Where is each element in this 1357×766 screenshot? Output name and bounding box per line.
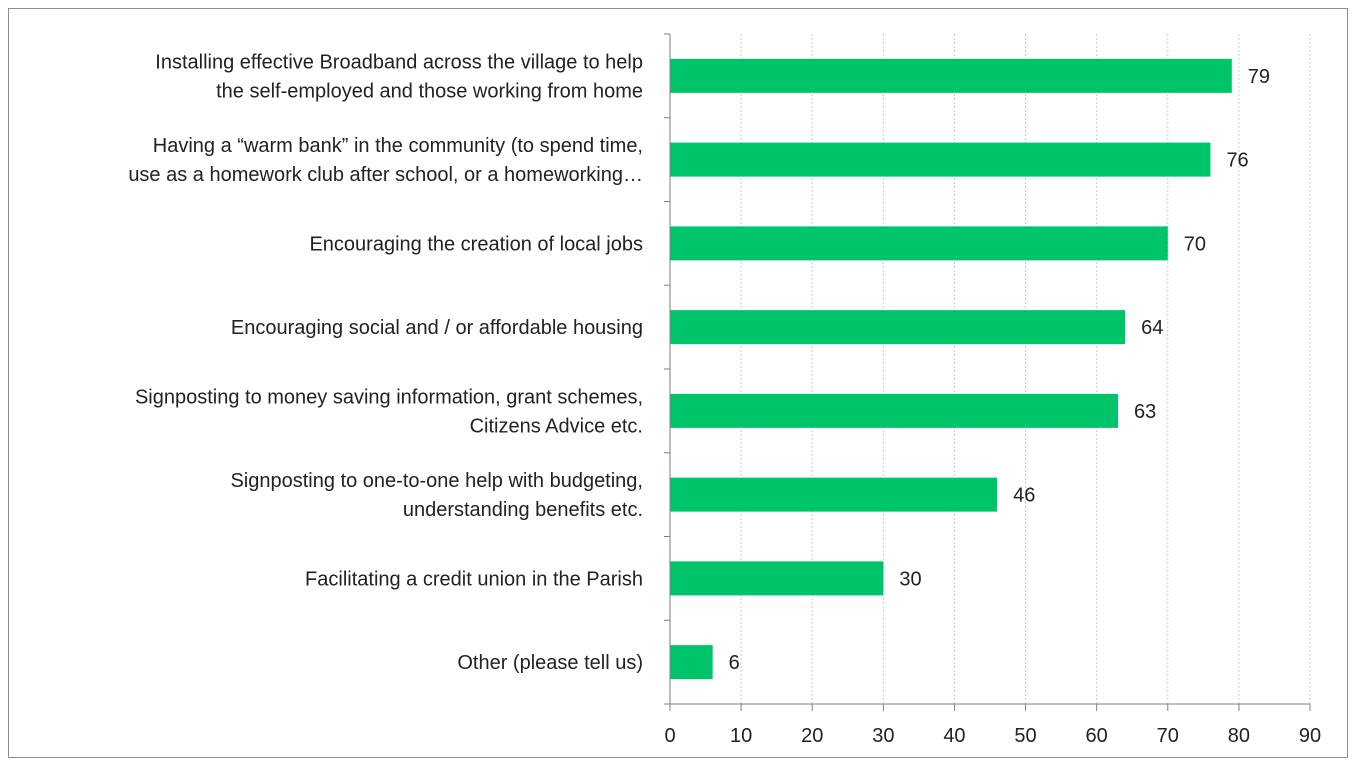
- axes: [664, 33, 1311, 711]
- category-label: Installing effective Broadband across th…: [155, 51, 643, 102]
- x-tick-label: 60: [1086, 725, 1108, 747]
- x-tick-label: 20: [801, 725, 823, 747]
- x-tick-label: 50: [1014, 725, 1036, 747]
- category-label-line: Facilitating a credit union in the Paris…: [305, 568, 643, 590]
- category-label: Facilitating a credit union in the Paris…: [305, 568, 643, 590]
- category-label: Encouraging social and / or affordable h…: [231, 317, 643, 339]
- data-label: 70: [1184, 233, 1206, 255]
- bar: [670, 58, 1232, 93]
- bar: [670, 142, 1211, 177]
- data-label: 6: [729, 652, 740, 674]
- category-label-line: Installing effective Broadband across th…: [155, 51, 643, 73]
- bar: [670, 561, 884, 596]
- category-label-line: Citizens Advice etc.: [470, 415, 643, 437]
- category-label-line: Other (please tell us): [457, 652, 643, 674]
- category-label-line: Signposting to one-to-one help with budg…: [230, 470, 643, 492]
- bar: [670, 310, 1126, 345]
- bar: [670, 477, 998, 512]
- data-label: 63: [1134, 401, 1156, 423]
- category-label-line: Having a “warm bank” in the community (t…: [153, 135, 643, 157]
- category-label-line: Encouraging social and / or affordable h…: [231, 317, 643, 339]
- category-label: Encouraging the creation of local jobs: [309, 233, 643, 255]
- category-label: Signposting to money saving information,…: [135, 386, 643, 437]
- data-label: 64: [1141, 317, 1163, 339]
- x-tick-label: 0: [664, 725, 675, 747]
- category-label-line: Encouraging the creation of local jobs: [309, 233, 643, 255]
- labels: 0 10 20 30 40 50 60 70 80 90 79 Installing effectiv…: [128, 51, 1321, 747]
- category-label: Signposting to one-to-one help with budg…: [230, 470, 643, 521]
- x-tick-label: 40: [943, 725, 965, 747]
- x-tick-label: 90: [1299, 725, 1321, 747]
- x-tick-label: 70: [1157, 725, 1179, 747]
- data-label: 46: [1013, 485, 1035, 507]
- category-label: Having a “warm bank” in the community (t…: [128, 135, 643, 186]
- data-label: 76: [1226, 150, 1248, 172]
- category-label-line: Signposting to money saving information,…: [135, 386, 643, 408]
- category-label-line: understanding benefits etc.: [403, 499, 643, 521]
- x-tick-label: 10: [730, 725, 752, 747]
- data-label: 79: [1248, 66, 1270, 88]
- category-label-line: the self-employed and those working from…: [216, 80, 643, 102]
- bar: [670, 393, 1118, 428]
- category-label: Other (please tell us): [457, 652, 643, 674]
- bar: [670, 645, 713, 680]
- data-label: 30: [899, 568, 921, 590]
- bar: [670, 226, 1168, 261]
- category-label-line: use as a homework club after school, or …: [128, 164, 643, 186]
- bars: [670, 58, 1232, 680]
- grid-lines: [740, 34, 1311, 704]
- x-tick-label: 30: [872, 725, 894, 747]
- chart-frame: [8, 8, 1348, 758]
- x-tick-label: 80: [1228, 725, 1250, 747]
